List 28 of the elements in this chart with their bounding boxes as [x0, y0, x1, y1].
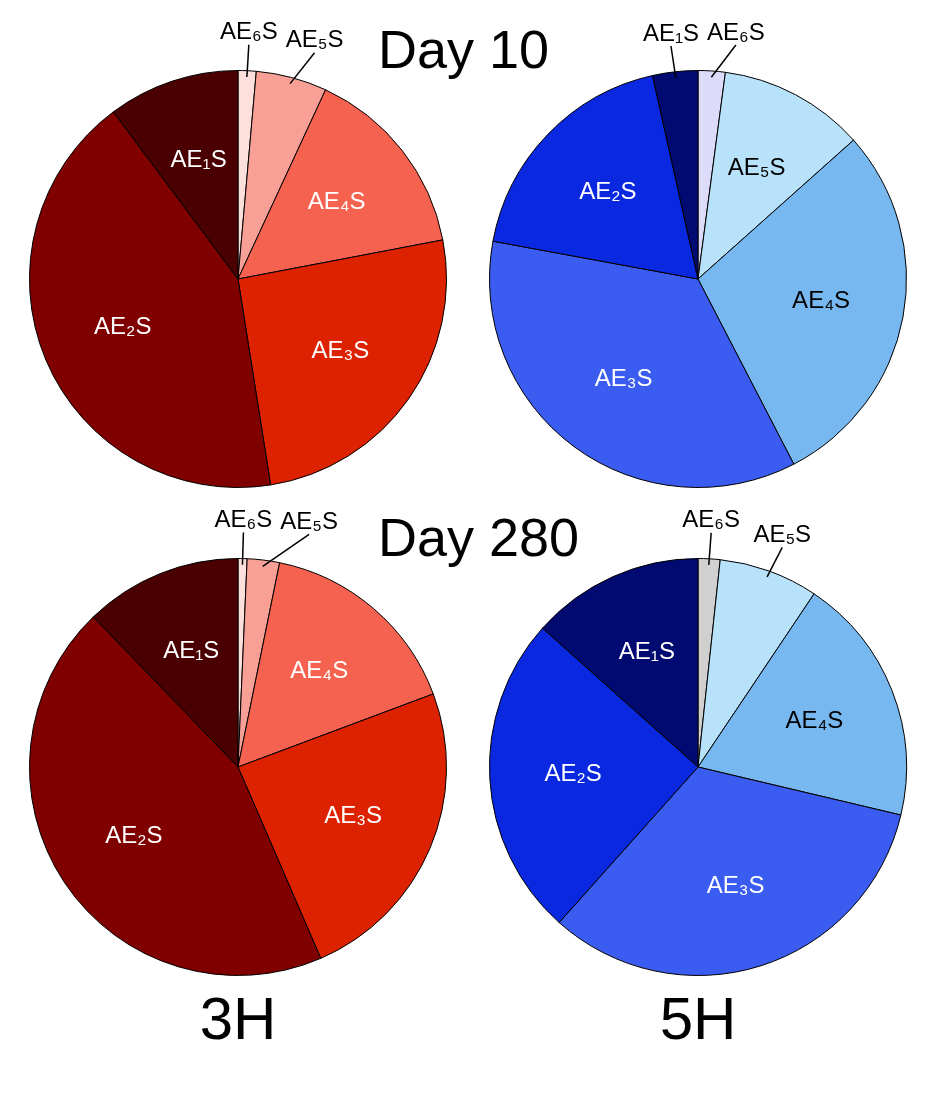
- slice-label: AE₂S: [579, 176, 637, 204]
- slice-label: AE₄S: [307, 186, 366, 214]
- slice-label: AE₅S: [753, 519, 812, 547]
- slice-label: AE₃S: [594, 364, 653, 392]
- slice-label: AE₅S: [727, 153, 786, 181]
- slice-label: AE₂S: [94, 312, 152, 340]
- slice-label: AE₆S: [219, 17, 278, 45]
- slice-label: AE₃S: [706, 870, 765, 898]
- text: 5H: [659, 984, 737, 1054]
- slice-label: AE₁S: [618, 637, 675, 665]
- text: Day 280: [378, 506, 580, 568]
- slice-label: AE₆S: [682, 505, 741, 533]
- slice-label: AE₄S: [290, 656, 349, 684]
- slice-label: AE₃S: [311, 335, 370, 363]
- slice-label: AE₆S: [214, 505, 273, 533]
- slice-label: AE₄S: [785, 705, 844, 733]
- slice-label: AE₆S: [707, 17, 765, 45]
- slice-label: AE₅S: [285, 25, 344, 53]
- slice-label: AE₂S: [105, 820, 163, 848]
- slice-label: AE₁S: [170, 144, 227, 172]
- text: Day 10: [378, 18, 550, 80]
- text: 3H: [199, 984, 277, 1054]
- slice-label: AE₅S: [280, 506, 338, 534]
- slice-label: AE₂S: [544, 758, 602, 786]
- slice-label: AE₁S: [642, 18, 700, 46]
- slice-label: AE₁S: [163, 635, 220, 663]
- slice-label: AE₄S: [792, 286, 850, 314]
- slice-label: AE₃S: [324, 800, 383, 828]
